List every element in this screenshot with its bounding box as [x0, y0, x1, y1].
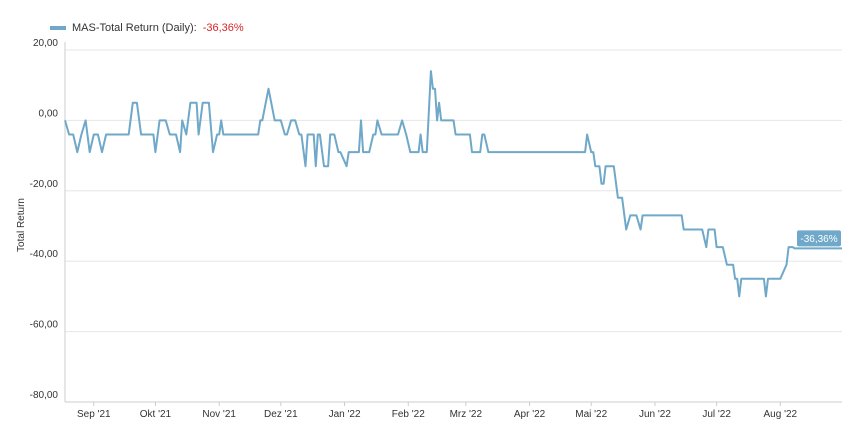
- x-tick-label: Mrz '22: [450, 409, 483, 420]
- x-tick-label: Mai '22: [575, 409, 607, 420]
- y-tick-label: -40,00: [30, 249, 59, 260]
- last-value-flag-box: [797, 230, 841, 247]
- x-tick-label: Jan '22: [329, 409, 361, 420]
- y-tick-label: -80,00: [30, 390, 59, 401]
- x-tick-label: Jun '22: [639, 409, 671, 420]
- x-tick-label: Jul '22: [702, 409, 731, 420]
- y-axis-label: Total Return: [16, 198, 27, 252]
- x-tick-label: Nov '21: [202, 409, 236, 420]
- x-tick-label: Feb '22: [392, 409, 425, 420]
- last-value-flag-label: -36,36%: [800, 234, 837, 245]
- x-tick-label: Dez '21: [264, 409, 298, 420]
- chart-legend[interactable]: MAS-Total Return (Daily): -36,36%: [50, 22, 244, 34]
- y-tick-label: -60,00: [30, 320, 59, 331]
- legend-value: -36,36%: [202, 22, 244, 34]
- x-tick-label: Apr '22: [514, 409, 546, 420]
- last-value-flag: -36,36%: [797, 230, 841, 247]
- series-line[interactable]: [64, 70, 842, 298]
- y-tick-label: -20,00: [30, 179, 59, 190]
- y-tick-label: 0,00: [39, 108, 59, 119]
- x-tick-label: Sep '21: [77, 409, 111, 420]
- series-group: [64, 70, 842, 298]
- legend-swatch: [50, 26, 66, 30]
- gridlines: [64, 42, 842, 403]
- y-tick-label: 20,00: [33, 38, 58, 49]
- x-tick-label: Okt '21: [140, 409, 172, 420]
- legend-series-name: MAS-Total Return (Daily):: [72, 22, 197, 34]
- x-axis-ticks: Sep '21 Okt '21 Nov '21 Dez '21 Jan '22 Feb '…: [77, 402, 798, 420]
- x-tick-label: Aug '22: [764, 409, 798, 420]
- y-axis-ticks: 20,00 0,00 -20,00 -40,00 -60,00 -80,00: [30, 38, 59, 401]
